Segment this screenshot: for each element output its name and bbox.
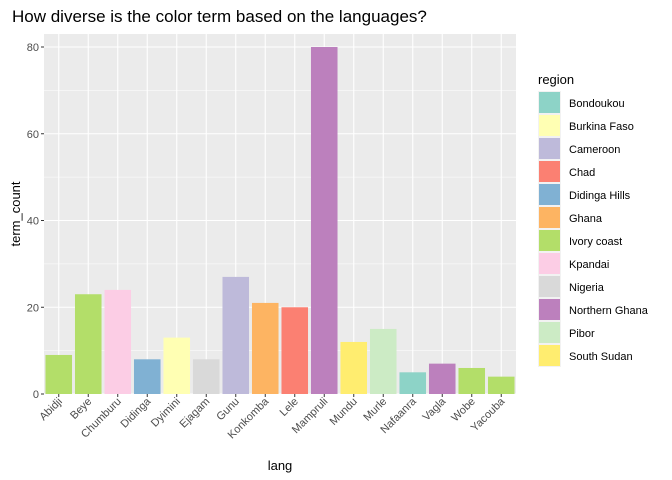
x-tick-label: Didinga	[119, 395, 154, 430]
legend-label: Northern Ghana	[569, 305, 649, 317]
bar-murle	[369, 328, 397, 394]
x-tick-label: Mundu	[328, 396, 360, 428]
bar-wobe	[458, 367, 486, 394]
bar-beye	[74, 294, 102, 394]
x-tick-label: Ejagam	[178, 396, 213, 431]
legend-label: Kpandai	[569, 259, 609, 271]
bar-dyimini	[163, 337, 191, 394]
legend-swatch	[539, 92, 560, 113]
legend-label: Chad	[569, 167, 595, 179]
y-tick-label: 80	[27, 42, 39, 54]
bar-mampruli	[310, 47, 338, 394]
bar-konkomba	[251, 302, 279, 394]
bar-didinga	[133, 359, 161, 394]
x-axis-title: lang	[268, 458, 293, 473]
bars	[45, 47, 515, 394]
legend-swatch	[539, 161, 560, 182]
legend-label: Ivory coast	[569, 236, 622, 248]
bar-lele	[281, 307, 309, 394]
bar-chumburu	[104, 289, 132, 394]
legend-swatch	[539, 322, 560, 343]
y-tick-label: 0	[33, 389, 39, 401]
legend-label: South Sudan	[569, 351, 633, 363]
bar-mundu	[340, 341, 368, 394]
x-tick-label: Murle	[361, 396, 389, 424]
bar-ejagam	[192, 359, 220, 394]
legend: region Bondoukou Burkina Faso Cameroon Chad…	[538, 72, 649, 367]
bar-vagla	[428, 363, 456, 394]
chart-title: How diverse is the color term based on t…	[12, 7, 427, 26]
bar-abidji	[45, 354, 73, 394]
legend-swatch	[539, 276, 560, 297]
legend-label: Cameroon	[569, 144, 620, 156]
bar-gunu	[222, 276, 250, 394]
y-tick-label: 20	[27, 302, 39, 314]
legend-swatch	[539, 115, 560, 136]
legend-label: Nigeria	[569, 282, 605, 294]
x-tick-label: Abidji	[37, 396, 65, 424]
legend-swatch	[539, 184, 560, 205]
legend-title: region	[538, 72, 574, 87]
x-tick-label: Lele	[278, 396, 301, 419]
y-tick-label: 40	[27, 216, 39, 228]
x-tick-label: Vagla	[421, 395, 449, 423]
legend-label: Bondoukou	[569, 98, 625, 110]
y-axis-title: term_count	[8, 181, 23, 246]
x-tick-label: Beye	[68, 396, 94, 422]
bar-nafaanra	[399, 372, 427, 394]
legend-swatch	[539, 299, 560, 320]
legend-swatch	[539, 253, 560, 274]
legend-swatch	[539, 230, 560, 251]
bar-yacouba	[487, 376, 515, 394]
legend-label: Burkina Faso	[569, 121, 634, 133]
x-tick-label: Dyimini	[149, 396, 183, 430]
legend-swatch	[539, 207, 560, 228]
x-tick-label: Gunu	[214, 396, 242, 424]
y-axis: 0 20 40 60 80	[27, 42, 44, 401]
legend-label: Didinga Hills	[569, 190, 631, 202]
legend-label: Pibor	[569, 328, 595, 340]
y-tick-label: 60	[27, 129, 39, 141]
legend-label: Ghana	[569, 213, 603, 225]
legend-swatch	[539, 138, 560, 159]
legend-swatch	[539, 345, 560, 366]
